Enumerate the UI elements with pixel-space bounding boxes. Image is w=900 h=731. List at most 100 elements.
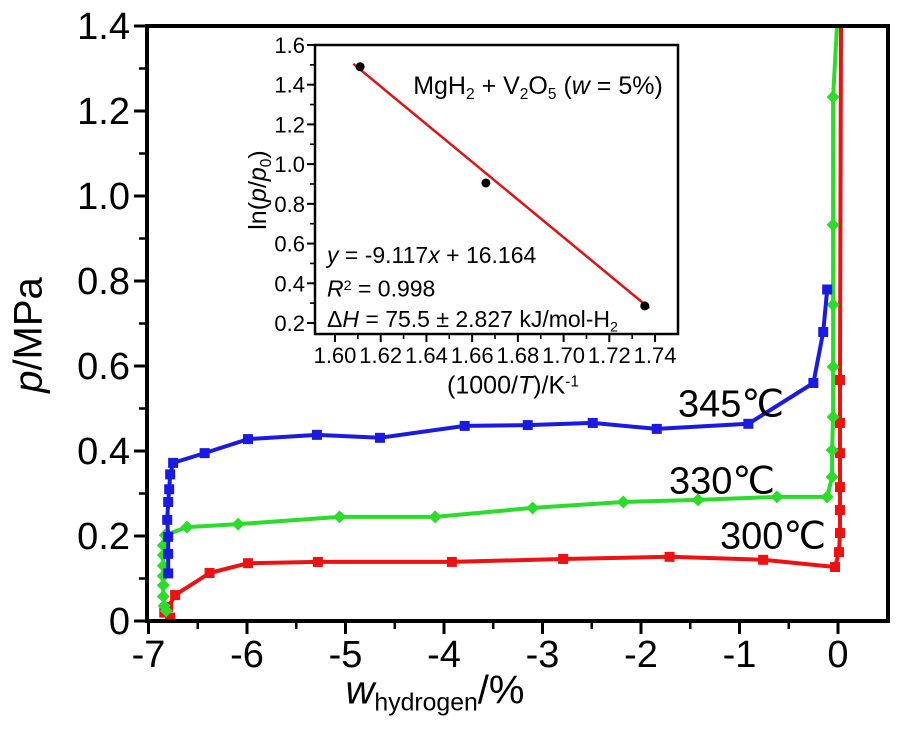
data-point-marker [616,495,630,509]
main-x-tick-label: -1 [723,634,757,676]
inset-y-tick-label: 0.4 [274,271,305,296]
main-series [156,24,845,623]
vant-hoff-data-point [481,178,491,188]
data-point-marker [808,378,819,388]
vant-hoff-fit-line [352,62,651,310]
data-point-marker [242,434,253,445]
main-x-tick-label: -3 [526,634,560,676]
data-point-marker [163,531,174,542]
main-x-tick-label: -4 [427,634,461,676]
data-point-marker [163,548,174,559]
curve-label-330c: 330℃ [668,460,776,503]
data-point-marker [199,448,210,459]
data-point-marker [459,420,470,431]
inset-x-tick-label: 1.66 [451,343,494,368]
data-point-marker [834,505,845,516]
main-y-axis-label: p/MPa [6,277,51,393]
data-point-marker [242,558,253,569]
data-point-marker [231,517,245,531]
inset-x-tick-label: 1.70 [542,343,585,368]
data-point-marker [826,360,840,374]
fit-equation: y = -9.117x + 16.164 [327,242,537,268]
inset-x-tick-label: 1.60 [314,343,357,368]
data-point-marker [162,514,173,525]
inset-title: MgH2 + V2O5 (w = 5%) [413,72,663,103]
main-x-tick-label: -7 [132,634,166,676]
data-point-marker [165,612,176,623]
inset-x-tick-label: 1.74 [634,343,677,368]
data-point-marker [826,90,840,104]
main-x-tick-label: -6 [230,634,264,676]
data-point-marker [770,490,784,504]
data-point-marker [163,497,174,507]
data-point-marker [180,520,194,534]
vant-hoff-data-point [355,62,365,72]
inset-y-tick-label: 1.6 [274,33,305,58]
data-point-marker [163,568,174,579]
data-point-marker [830,562,841,573]
main-x-tick-label: -5 [329,634,363,676]
data-point-marker [165,469,176,480]
data-point-marker [558,553,569,564]
series-345℃ [162,284,833,579]
data-point-marker [825,443,839,457]
inset-y-tick-label: 0.2 [274,311,305,336]
data-point-marker [168,457,179,468]
inset-plot-frame [313,43,680,336]
data-point-marker [826,298,840,312]
data-point-marker [826,218,840,232]
data-point-marker [833,547,844,558]
data-point-marker [170,590,181,601]
inset-y-tick-label: 1.4 [274,73,305,98]
data-point-marker [522,420,533,431]
data-point-marker [834,417,845,428]
data-point-marker [825,470,839,484]
main-y-tick-label: 0.8 [77,261,130,303]
data-point-marker [526,501,540,515]
inset-x-tick-label: 1.68 [496,343,539,368]
data-point-marker [834,482,845,493]
data-point-marker [818,327,829,337]
main-y-tick-label: 1.4 [77,6,130,48]
data-point-marker [691,493,705,507]
data-point-marker [159,604,173,618]
data-point-marker [758,554,769,565]
data-point-marker [834,375,845,386]
data-point-marker [834,448,845,459]
main-y-tick-label: 0 [109,601,130,643]
data-point-marker [664,551,675,562]
main-y-tick-label: 0.4 [77,431,130,473]
inset-x-tick-label: 1.62 [359,343,402,368]
main-x-tick-label: -2 [624,634,658,676]
data-point-marker [826,410,840,424]
inset-y-tick-label: 1.0 [274,152,305,177]
main-y-tick-label: 1.0 [77,176,130,218]
main-axis-ticks: -7 -6 -5 -4 -3 -2 -1 0 0 0.2 0.4 0.6 0.8 1.0 1.2 1.4 [77,6,848,676]
main-y-tick-label: 0.2 [77,516,130,558]
enthalpy-value: ΔH = 75.5 ± 2.827 kJ/mol-H2 [327,306,618,336]
main-x-axis-label: whydrogen/% [345,668,525,717]
data-point-marker [156,589,170,603]
curve-label-300c: 300℃ [719,515,827,558]
inset-annotation: y = -9.117x + 16.164 R2 = 0.998 ΔH = 75.… [327,240,618,344]
inset-y-tick-label: 0.6 [274,232,305,257]
data-point-marker [374,432,385,443]
data-point-marker [156,578,170,592]
data-point-marker [312,556,323,567]
data-point-marker [587,417,598,428]
data-point-marker [834,528,845,539]
inset-y-axis-label: ln(p/p0) [244,150,275,230]
inset-y-tick-label: 1.2 [274,112,305,137]
data-point-marker [822,284,833,295]
inset-x-tick-label: 1.72 [588,343,631,368]
curve-label-345c: 345℃ [677,383,785,426]
inset-y-tick-label: 0.8 [274,192,305,217]
data-point-marker [164,484,175,495]
inset-vant-hoff-plot: 1.60 1.62 1.64 1.66 1.68 1.70 1.72 1.74 0.2 0.4 0.… [274,33,680,368]
main-x-tick-label: 0 [827,634,848,676]
data-point-marker [333,510,347,524]
data-point-marker [651,423,662,434]
main-y-tick-label: 1.2 [77,91,130,133]
